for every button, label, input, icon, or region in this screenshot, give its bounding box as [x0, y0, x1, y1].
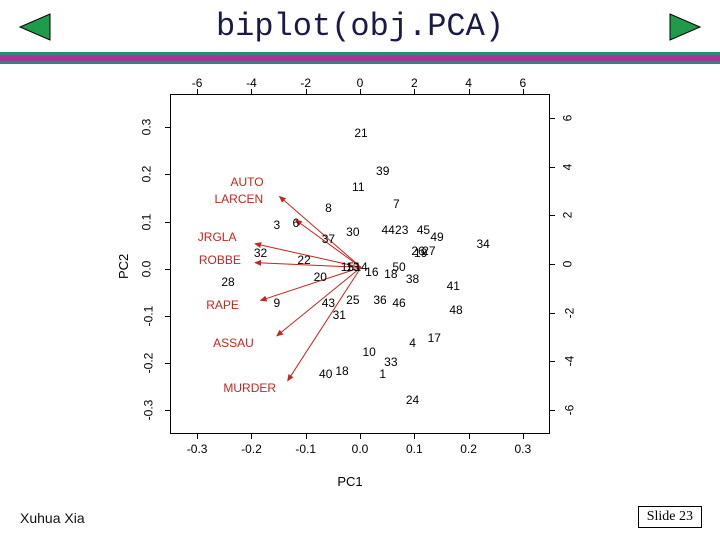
observation-label: 33 — [384, 355, 397, 369]
observation-label: 17 — [428, 331, 441, 345]
observation-label: 37 — [322, 232, 335, 246]
right-tick: 0 — [560, 261, 574, 268]
left-tick: -0.2 — [141, 353, 155, 374]
observation-label: 46 — [392, 296, 405, 310]
observation-label: 27 — [422, 244, 435, 258]
top-tick: -4 — [246, 76, 257, 90]
bottom-tick: 0.0 — [352, 442, 369, 456]
variable-label: ROBBE — [199, 253, 241, 267]
observation-label: 18 — [335, 364, 348, 378]
x-axis-label: PC1 — [337, 474, 362, 489]
observation-label: 3 — [274, 218, 281, 232]
left-tick: 0.0 — [139, 260, 153, 277]
observation-label: 25 — [346, 293, 359, 307]
next-slide-button[interactable] — [666, 12, 706, 47]
variable-label: MURDER — [223, 381, 276, 395]
observation-label: 6 — [293, 216, 300, 230]
observation-label: 9 — [274, 296, 281, 310]
top-tick: 0 — [357, 76, 364, 90]
left-tick: 0.2 — [139, 166, 153, 183]
variable-label: RAPE — [206, 298, 239, 312]
bottom-tick: 0.1 — [406, 442, 423, 456]
observation-label: 11 — [352, 180, 364, 194]
observation-label: 39 — [376, 164, 389, 178]
triangle-right-icon — [666, 12, 706, 42]
observation-label: 45 — [417, 223, 430, 237]
divider — [0, 52, 720, 64]
observation-label: 7 — [393, 197, 400, 211]
top-tick: 2 — [411, 76, 418, 90]
observation-label: 10 — [362, 345, 375, 359]
variable-label: JRGLA — [198, 230, 237, 244]
observation-label: 44 — [381, 223, 394, 237]
page-title: biplot(obj.PCA) — [216, 8, 504, 45]
observation-label: 36 — [373, 293, 386, 307]
observation-label: 4 — [409, 336, 416, 350]
bottom-tick: 0.3 — [515, 442, 532, 456]
variable-label: ASSAU — [213, 336, 254, 350]
observation-label: 49 — [430, 230, 443, 244]
prev-slide-button[interactable] — [14, 12, 54, 47]
divider-line-bot — [0, 61, 720, 64]
right-tick: -4 — [562, 356, 576, 367]
right-tick: 6 — [560, 115, 574, 122]
right-tick: -6 — [562, 404, 576, 415]
author-label: Xuhua Xia — [20, 510, 85, 526]
right-tick: 4 — [560, 164, 574, 171]
observation-label: 30 — [346, 225, 359, 239]
variable-label: AUTO — [230, 175, 263, 189]
observation-label: 22 — [297, 253, 310, 267]
title-bar: biplot(obj.PCA) — [0, 0, 720, 52]
y-axis-label: PC2 — [116, 254, 131, 279]
observation-label: 28 — [221, 275, 234, 289]
left-tick: -0.3 — [141, 400, 155, 421]
top-tick: -6 — [192, 76, 203, 90]
observation-label: 23 — [395, 223, 408, 237]
left-tick: 0.3 — [139, 119, 153, 136]
bottom-tick: 0.2 — [460, 442, 477, 456]
top-tick: 4 — [465, 76, 472, 90]
right-tick: -2 — [562, 307, 576, 318]
bottom-tick: -0.2 — [241, 442, 262, 456]
observation-label: 24 — [406, 393, 419, 407]
biplot-chart: 1346789101113141516171819202122232425262… — [100, 74, 600, 504]
observation-label: 43 — [322, 296, 335, 310]
plot-frame: 1346789101113141516171819202122232425262… — [170, 94, 550, 434]
bottom-tick: -0.1 — [295, 442, 316, 456]
observation-label: 15 — [341, 260, 354, 274]
slide-number-box: Slide 23 — [638, 506, 702, 528]
observation-label: 50 — [392, 260, 405, 274]
observation-label: 32 — [254, 246, 267, 260]
top-tick: -2 — [300, 76, 311, 90]
left-tick: 0.1 — [139, 213, 153, 230]
observation-label: 48 — [449, 303, 462, 317]
triangle-left-icon — [14, 12, 54, 42]
observation-label: 8 — [325, 201, 332, 215]
observation-label: 20 — [314, 270, 327, 284]
observation-label: 34 — [476, 237, 489, 251]
top-tick: 6 — [520, 76, 527, 90]
observation-label: 41 — [447, 279, 460, 293]
observation-label: 38 — [406, 272, 419, 286]
left-tick: -0.1 — [141, 306, 155, 327]
observation-label: 40 — [319, 367, 332, 381]
bottom-tick: -0.3 — [187, 442, 208, 456]
observation-label: 16 — [365, 265, 378, 279]
variable-label: LARCEN — [215, 192, 264, 206]
observation-label: 21 — [354, 126, 367, 140]
right-tick: 2 — [560, 212, 574, 219]
